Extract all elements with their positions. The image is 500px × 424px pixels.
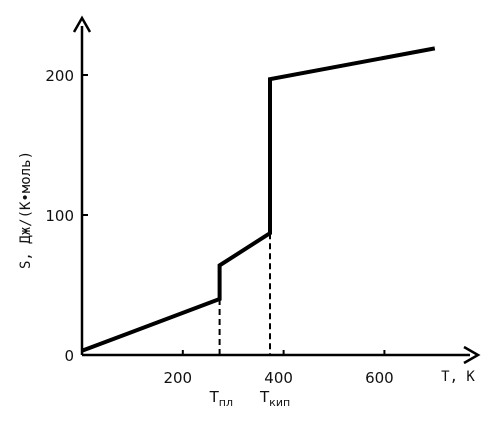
y-axis-arrow	[72, 15, 92, 33]
y-tick-label: 100	[45, 207, 74, 225]
x-tick-label: 600	[365, 369, 394, 387]
x-axis-arrow	[463, 345, 481, 365]
transition-label: Tпл	[209, 388, 233, 409]
entropy-series-line	[81, 46, 436, 353]
y-tick-label: 0	[64, 347, 74, 365]
transition-label: Tкип	[259, 388, 290, 409]
axes	[72, 15, 481, 365]
series-layer	[81, 46, 436, 353]
x-tick-label: 200	[163, 369, 192, 387]
x-axis-label: T, K	[441, 369, 475, 385]
y-axis-label: S, Дж/(К•моль)	[18, 151, 34, 269]
transition-markers: Tпл Tкип	[209, 233, 290, 409]
x-tick-label: 400	[264, 369, 293, 387]
y-tick-label: 200	[45, 67, 74, 85]
ticks: 200 400 600 0 100 200	[45, 67, 393, 387]
